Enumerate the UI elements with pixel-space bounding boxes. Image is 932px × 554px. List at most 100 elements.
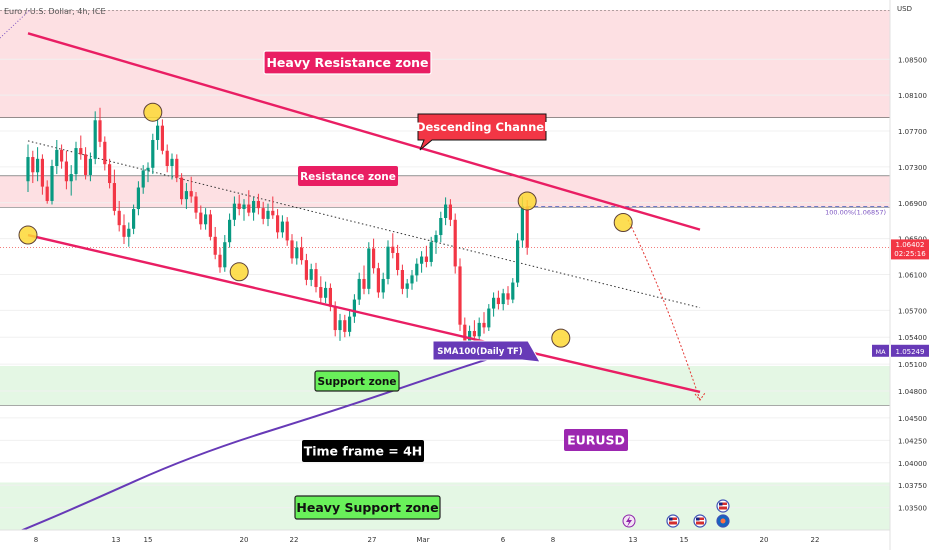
- zone-band: [0, 365, 890, 406]
- timeframe-label-text: Time frame = 4H: [304, 444, 423, 459]
- candle-body: [93, 120, 97, 159]
- candle-body: [501, 293, 505, 305]
- candle-body: [156, 125, 160, 140]
- candle-body: [247, 204, 251, 213]
- candle-body: [189, 191, 193, 197]
- y-tick-label: 1.07300: [898, 164, 927, 172]
- candle-body: [136, 187, 140, 210]
- heavy-support-label: Heavy Support zone: [294, 495, 441, 520]
- lightning-bolt: [626, 516, 632, 527]
- touch-point-marker: [613, 212, 633, 232]
- grid-layer: [0, 58, 890, 509]
- currency-label: USD: [897, 5, 912, 13]
- y-tick-label: 1.05100: [898, 361, 927, 369]
- y-tick-label: 1.04250: [898, 437, 927, 445]
- x-tick-label: 13: [629, 536, 638, 544]
- us-flag-canton: [719, 502, 723, 506]
- candle-body: [415, 263, 419, 276]
- us-flag-white: [696, 520, 704, 522]
- projection-arrowhead: [694, 392, 706, 401]
- y-tick-label: 1.06100: [898, 271, 927, 279]
- y-tick-label: 1.03750: [898, 482, 927, 490]
- us-flag-icon[interactable]: [693, 514, 707, 528]
- sma-bubble: [432, 340, 541, 363]
- candle-body: [165, 150, 169, 166]
- candle-body: [477, 322, 481, 337]
- fib-trendline: [0, 10, 31, 39]
- pair-label-text: EURUSD: [567, 433, 625, 448]
- candle-body: [458, 266, 462, 325]
- candle-body: [391, 246, 395, 253]
- candle-body: [180, 177, 184, 200]
- candle-body: [84, 154, 88, 175]
- candle-body: [463, 324, 467, 341]
- candle-body: [194, 196, 198, 213]
- channel-lower-line: [27, 233, 701, 394]
- candle-body: [40, 158, 44, 187]
- touch-point-marker: [551, 328, 571, 348]
- x-tick-label: 15: [144, 536, 153, 544]
- x-tick-label: Mar: [416, 536, 429, 544]
- candle-body: [252, 200, 256, 213]
- candle-body: [146, 167, 150, 171]
- fib-level-label: 100.00%(1.06857): [825, 209, 886, 217]
- event-icon[interactable]: [716, 514, 730, 528]
- event-icon-dot: [720, 518, 726, 524]
- resistance-zone-label: Resistance zone: [298, 166, 398, 186]
- candle-body: [295, 247, 299, 259]
- candle-body: [309, 269, 313, 280]
- support-zone-label-bg: [314, 370, 400, 392]
- candle-body: [266, 210, 270, 219]
- candle-body: [184, 191, 188, 200]
- candle-body: [151, 140, 155, 168]
- candle-body: [386, 246, 390, 279]
- candle-body: [237, 203, 241, 210]
- candle-body: [420, 256, 424, 264]
- resistance-zone-label-text: Resistance zone: [300, 171, 396, 183]
- candle-body: [525, 206, 529, 248]
- candle-body: [319, 287, 323, 298]
- lines-back-layer: [0, 10, 890, 309]
- candle-body: [31, 157, 35, 173]
- candle-body: [472, 330, 476, 337]
- candle-body: [516, 240, 520, 283]
- touch-point-marker: [18, 225, 38, 245]
- candle-body: [429, 242, 433, 262]
- candle-body: [468, 330, 472, 341]
- candle-body: [74, 148, 78, 175]
- candle-body: [45, 186, 49, 201]
- ma-tag-label-bg: [872, 344, 889, 357]
- candle-body: [400, 270, 404, 289]
- timeframe-label: Time frame = 4H: [302, 440, 424, 462]
- candle-body: [223, 242, 227, 268]
- candle-body: [448, 204, 452, 220]
- candle-body: [324, 287, 328, 298]
- us-flag-icon[interactable]: [666, 514, 680, 528]
- descending-channel-bubble: [417, 113, 547, 151]
- candle-body: [213, 236, 217, 255]
- candle-body: [88, 158, 92, 175]
- x-tick-label: 8: [551, 536, 555, 544]
- candle-body: [285, 221, 289, 241]
- candle-body: [381, 278, 385, 293]
- candle-body: [69, 174, 73, 182]
- candle-body: [199, 212, 203, 225]
- candle-body: [26, 157, 30, 182]
- x-tick-label: 15: [680, 536, 689, 544]
- y-tick-label: 1.05400: [898, 334, 927, 342]
- lightning-icon[interactable]: [622, 514, 636, 528]
- candle-body: [333, 306, 337, 331]
- candle-body: [348, 316, 352, 332]
- y-tick-label: 1.04800: [898, 388, 927, 396]
- candle-body: [280, 221, 284, 233]
- us-flag-icon[interactable]: [716, 499, 730, 513]
- ma-tag[interactable]: MA 1.05249: [872, 344, 929, 357]
- x-tick-label: 6: [501, 536, 506, 544]
- candle-body: [453, 219, 457, 267]
- candle-body: [444, 204, 448, 218]
- candle-body: [410, 275, 414, 284]
- lines-front-layer: [18, 32, 706, 530]
